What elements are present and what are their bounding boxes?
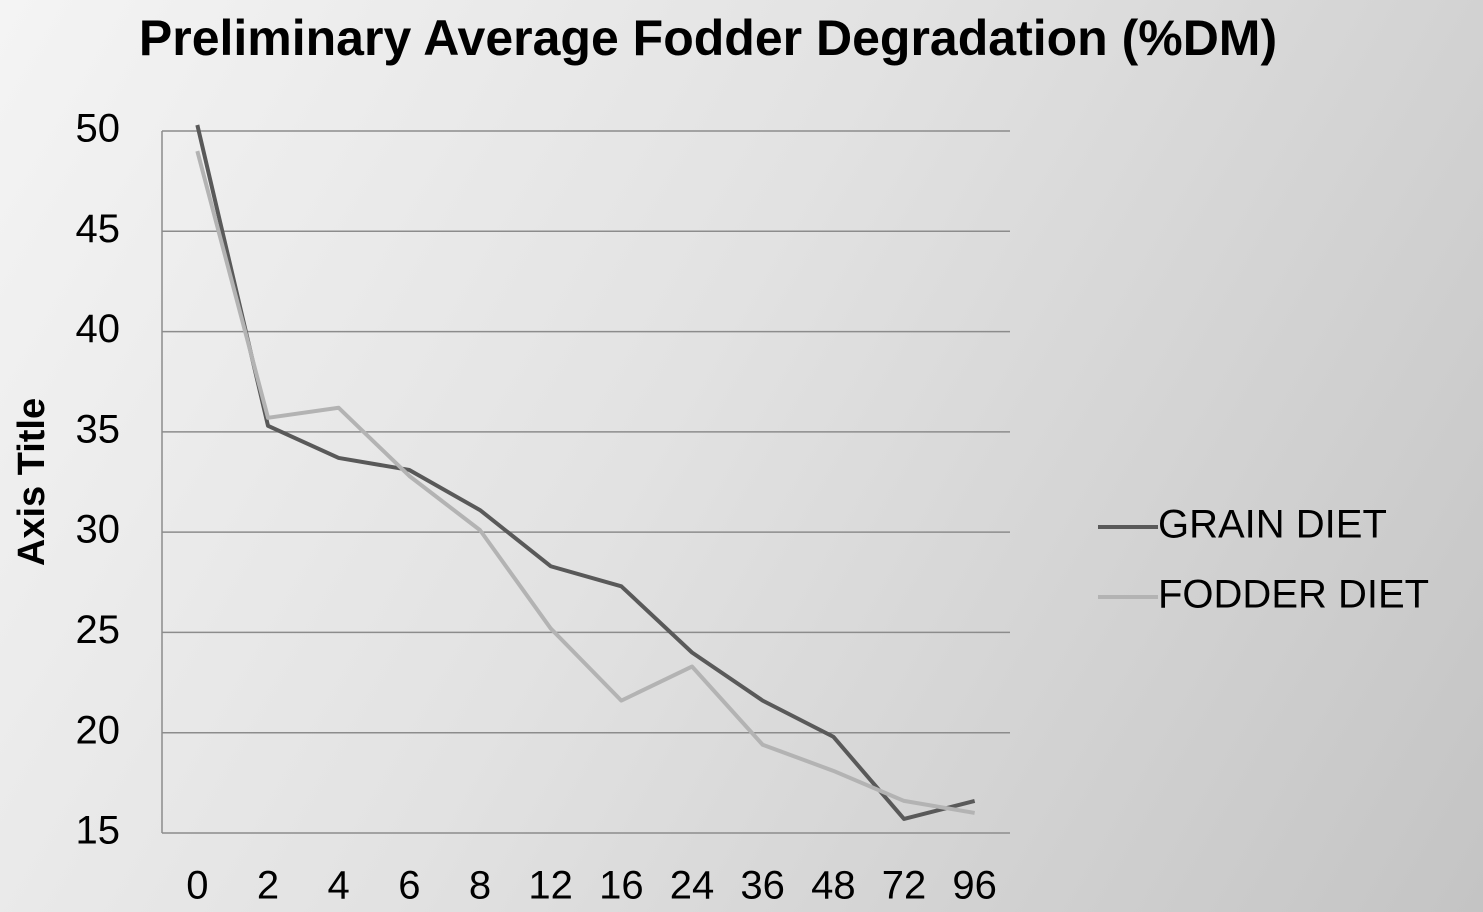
x-tick-label: 6 bbox=[398, 864, 420, 908]
x-tick-label: 24 bbox=[670, 864, 715, 908]
legend-label: GRAIN DIET bbox=[1158, 503, 1387, 547]
y-tick-label: 20 bbox=[76, 708, 121, 752]
x-tick-label: 12 bbox=[528, 864, 573, 908]
legend-label: FODDER DIET bbox=[1158, 573, 1429, 617]
x-tick-label: 96 bbox=[952, 864, 997, 908]
x-tick-label: 2 bbox=[257, 864, 279, 908]
y-tick-label: 35 bbox=[76, 407, 121, 451]
x-tick-label: 4 bbox=[328, 864, 350, 908]
series-line bbox=[195, 150, 976, 815]
x-tick-label: 0 bbox=[186, 864, 208, 908]
x-tick-label: 16 bbox=[599, 864, 644, 908]
y-tick-label: 50 bbox=[76, 107, 121, 151]
y-tick-label: 25 bbox=[76, 608, 121, 652]
y-tick-label: 15 bbox=[76, 809, 121, 853]
x-tick-label: 8 bbox=[469, 864, 491, 908]
x-tick-label: 72 bbox=[882, 864, 927, 908]
series-line bbox=[195, 124, 976, 821]
y-tick-label: 40 bbox=[76, 307, 121, 351]
chart-title: Preliminary Average Fodder Degradation (… bbox=[138, 10, 1278, 66]
y-tick-label: 45 bbox=[76, 207, 121, 251]
x-tick-label: 36 bbox=[740, 864, 785, 908]
x-tick-label: 48 bbox=[811, 864, 856, 908]
y-axis-title: Axis Title bbox=[11, 398, 53, 566]
y-tick-label: 30 bbox=[76, 508, 121, 552]
